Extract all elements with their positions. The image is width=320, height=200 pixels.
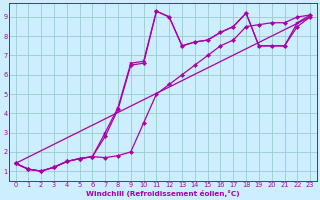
X-axis label: Windchill (Refroidissement éolien,°C): Windchill (Refroidissement éolien,°C) [86, 190, 240, 197]
